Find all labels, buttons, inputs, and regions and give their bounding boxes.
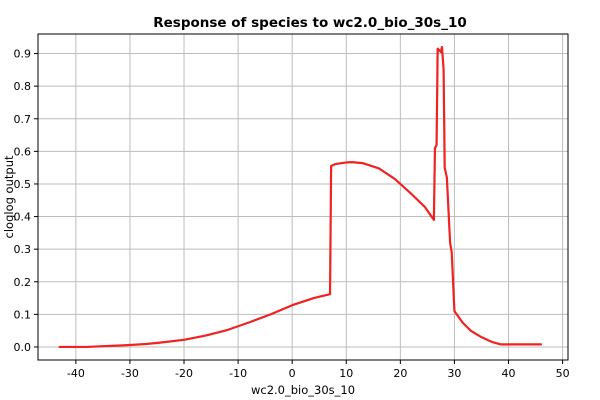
x-tick-label: 0	[289, 367, 296, 380]
y-tick-label: 0.3	[14, 243, 32, 256]
x-tick-label: -30	[121, 367, 139, 380]
y-tick-label: 0.2	[14, 276, 32, 289]
plot-frame	[37, 33, 569, 361]
x-tick-label: 30	[447, 367, 461, 380]
series-layer	[58, 45, 543, 349]
x-axis-label: wc2.0_bio_30s_10	[251, 383, 355, 397]
response-curve	[58, 45, 543, 349]
x-tick-label: 50	[556, 367, 570, 380]
grid-layer	[38, 34, 568, 360]
x-tick-label: 40	[502, 367, 516, 380]
x-tick-label: 10	[339, 367, 353, 380]
tick-layer: -40 -30 -20 -10 0 10 20 30 40 50 0.0 0.1 0.2 0.3 0.4 0.…	[14, 48, 570, 380]
y-tick-label: 0.1	[14, 308, 32, 321]
x-tick-label: -10	[229, 367, 247, 380]
x-tick-label: -20	[175, 367, 193, 380]
x-tick-label: -40	[67, 367, 85, 380]
chart-title: Response of species to wc2.0_bio_30s_10	[153, 15, 467, 31]
x-tick-label: 20	[393, 367, 407, 380]
y-tick-label: 0.5	[14, 178, 32, 191]
y-tick-label: 0.9	[14, 48, 32, 61]
y-tick-label: 0.4	[14, 211, 32, 224]
y-tick-label: 0.0	[14, 341, 32, 354]
y-axis-label: cloglog output	[2, 155, 16, 238]
y-tick-label: 0.8	[14, 80, 32, 93]
y-tick-label: 0.7	[14, 113, 32, 126]
y-tick-label: 0.6	[14, 145, 32, 158]
